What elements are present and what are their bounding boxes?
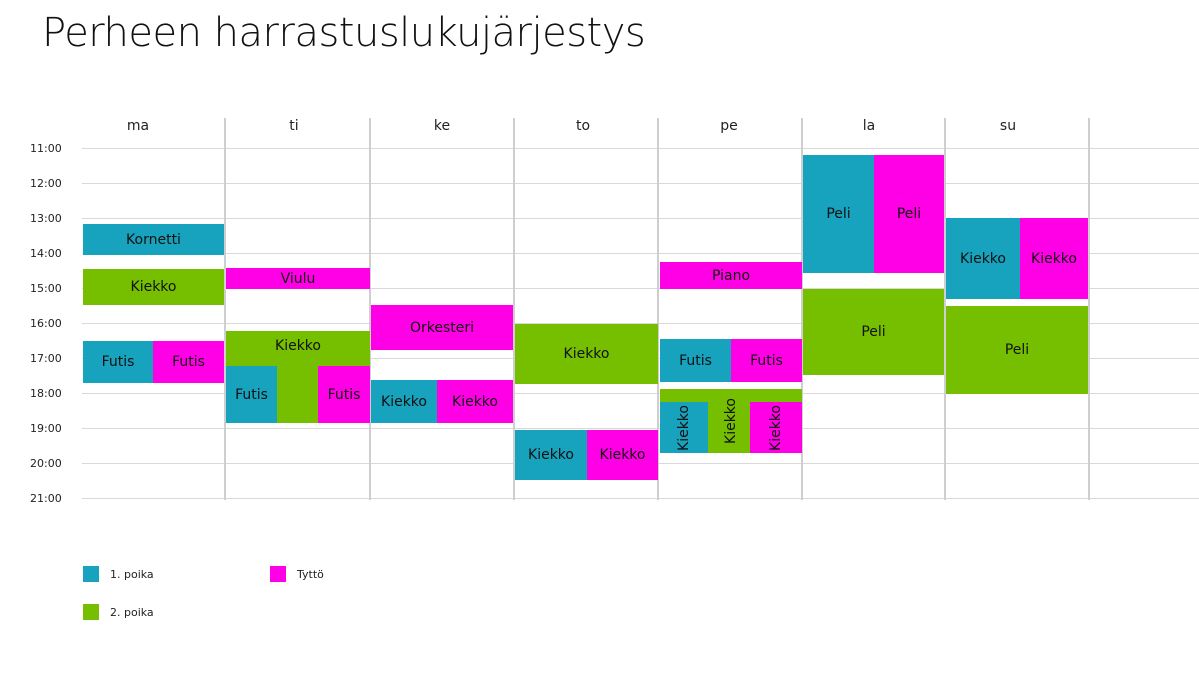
activity-label: Kiekko (723, 398, 739, 444)
time-label: 18:00 (30, 387, 62, 400)
activity-label: Kiekko (599, 447, 646, 463)
activity-label: Futis (235, 386, 268, 403)
activity-block-la-peli-blue[interactable]: Peli (803, 155, 874, 273)
day-header-to: to (575, 118, 591, 134)
day-separator (369, 118, 371, 500)
time-label: 15:00 (30, 282, 62, 295)
activity-block-pe-kiekko-pink[interactable]: Kiekko (750, 402, 802, 453)
legend-label-poika1: 1. poika (110, 568, 154, 581)
activity-block-pe-futis-blue[interactable]: Futis (660, 339, 731, 382)
activity-label: Kiekko (563, 346, 610, 362)
day-header-su: su (999, 118, 1017, 134)
activity-block-ke-orkesteri[interactable]: Orkesteri (371, 305, 513, 350)
legend-swatch-poika2 (83, 604, 99, 620)
activity-block-ma-kornetti[interactable]: Kornetti (83, 224, 224, 255)
day-header-ke: ke (433, 118, 451, 134)
activity-label: Kornetti (126, 231, 181, 248)
grid-line-1800 (82, 393, 1199, 394)
activity-block-su-kiekko-blue[interactable]: Kiekko (946, 218, 1020, 299)
activity-label: Peli (826, 206, 851, 222)
activity-label: Futis (679, 352, 712, 369)
activity-label: Viulu (280, 270, 316, 287)
activity-label: Futis (172, 354, 205, 370)
activity-label: Futis (101, 354, 135, 370)
activity-label: Kiekko (1031, 250, 1077, 267)
activity-block-to-kiekko-blue[interactable]: Kiekko (515, 430, 587, 480)
activity-label: Piano (711, 267, 751, 284)
activity-label: Peli (861, 324, 886, 340)
legend-label-tytto: Tyttö (297, 568, 324, 581)
activity-block-ma-futis-pink[interactable]: Futis (153, 341, 224, 383)
time-label: 12:00 (30, 177, 62, 190)
day-header-ma: ma (126, 118, 150, 134)
time-label: 17:00 (30, 352, 62, 365)
activity-block-ti-futis-pink[interactable]: Futis (318, 366, 370, 423)
time-label: 16:00 (30, 317, 62, 330)
activity-label: Kiekko (130, 279, 177, 295)
activity-label: Kiekko (676, 404, 692, 451)
activity-block-ke-kiekko-blue[interactable]: Kiekko (371, 380, 437, 423)
activity-block-ti-viulu[interactable]: Viulu (226, 268, 370, 289)
day-separator (944, 118, 946, 500)
activity-block-to-kiekko-green[interactable]: Kiekko (515, 324, 658, 384)
day-header-pe: pe (720, 118, 738, 134)
activity-block-ke-kiekko-pink[interactable]: Kiekko (437, 380, 513, 423)
grid-line-1100 (82, 148, 1199, 149)
day-separator (657, 118, 659, 500)
day-separator (513, 118, 515, 500)
day-header-ti: ti (289, 118, 299, 134)
grid-line-2100 (82, 498, 1199, 499)
time-label: 19:00 (30, 422, 62, 435)
grid-line-1400 (82, 253, 1199, 254)
activity-label: Peli (896, 206, 922, 222)
activity-block-ma-futis-blue[interactable]: Futis (83, 341, 153, 383)
time-label: 21:00 (30, 492, 62, 505)
activity-label: Futis (327, 386, 361, 403)
activity-block-pe-kiekko-blue[interactable]: Kiekko (660, 402, 708, 453)
time-label: 20:00 (30, 457, 62, 470)
activity-block-su-kiekko-pink[interactable]: Kiekko (1020, 218, 1088, 299)
activity-block-to-kiekko-pink[interactable]: Kiekko (587, 430, 658, 480)
legend-swatch-poika1 (83, 566, 99, 582)
activity-label: Kiekko (528, 447, 574, 463)
time-label: 14:00 (30, 247, 62, 260)
day-separator (1088, 118, 1090, 500)
legend-swatch-tytto (270, 566, 286, 582)
activity-label: Kiekko (275, 338, 321, 354)
activity-label: Kiekko (452, 393, 498, 410)
activity-block-ti-futis-blue[interactable]: Futis (226, 366, 277, 423)
activity-block-la-peli-green[interactable]: Peli (803, 289, 944, 375)
activity-label: Futis (750, 352, 783, 369)
page-title: Perheen harrastuslukujärjestys (42, 10, 646, 56)
time-label: 11:00 (30, 142, 62, 155)
day-separator (224, 118, 226, 500)
grid-line-1600 (82, 323, 1199, 324)
activity-block-ma-kiekko[interactable]: Kiekko (83, 269, 224, 305)
legend-label-poika2: 2. poika (110, 606, 154, 619)
activity-block-la-peli-pink[interactable]: Peli (874, 155, 944, 273)
grid-line-1300 (82, 218, 1199, 219)
activity-label: Kiekko (960, 250, 1006, 267)
activity-label: Peli (1004, 342, 1030, 358)
grid-line-1900 (82, 428, 1199, 429)
activity-block-pe-futis-pink[interactable]: Futis (731, 339, 802, 382)
activity-label: Kiekko (768, 404, 784, 451)
time-label: 13:00 (30, 212, 62, 225)
grid-line-1200 (82, 183, 1199, 184)
activity-label: Kiekko (381, 393, 427, 410)
grid-line-1500 (82, 288, 1199, 289)
day-header-la: la (862, 118, 876, 134)
activity-label: Orkesteri (409, 319, 475, 336)
day-separator (801, 118, 803, 500)
activity-block-su-peli-green[interactable]: Peli (946, 306, 1088, 394)
activity-block-pe-piano[interactable]: Piano (660, 262, 802, 289)
